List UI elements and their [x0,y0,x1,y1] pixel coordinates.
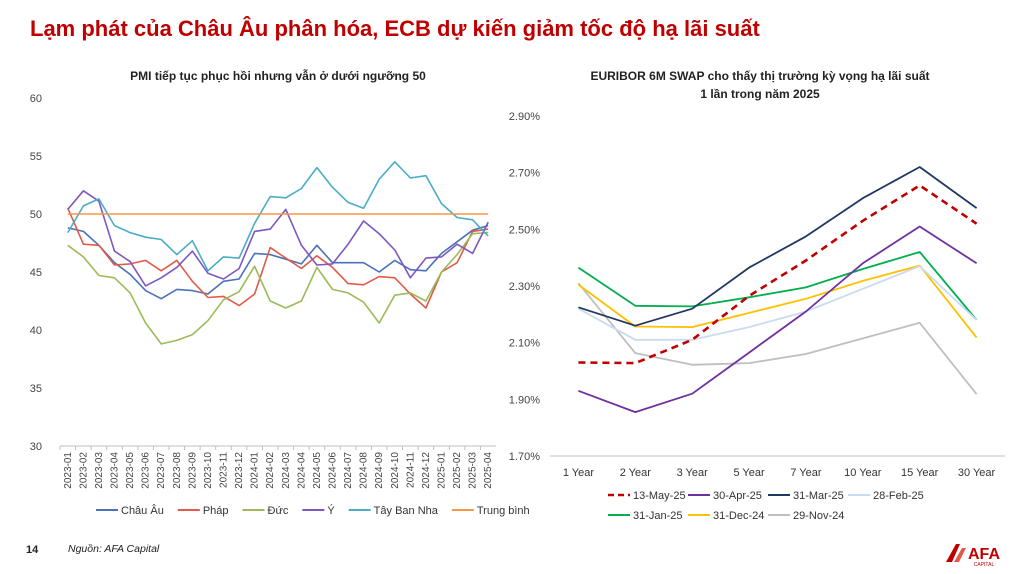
pmi-x-tick-label: 2025-04 [483,452,494,489]
pmi-x-tick-label: 2023-09 [187,452,198,489]
euribor-series-line-1 [578,225,978,414]
euribor-x-tick-label: 1 Year [563,467,595,479]
pmi-x-tick-label: 2023-06 [141,452,152,489]
euribor-x-tick-label: 10 Year [844,467,882,479]
euribor-y-tick-label: 2.90% [509,111,540,123]
pmi-y-tick-label: 55 [30,151,42,163]
source-note: Nguồn: AFA Capital [68,543,160,555]
logo-mark-icon [946,544,960,562]
euribor-series-line-6 [577,282,978,395]
logo-text: AFA [968,546,1000,563]
page-number: 14 [26,544,39,556]
euribor-x-tick-label: 3 Year [677,467,709,479]
pmi-x-tick-label: 2024-10 [390,452,401,489]
page-title: Lạm phát của Châu Âu phân hóa, ECB dự ki… [30,16,760,41]
pmi-x-tick-label: 2023-01 [63,452,74,489]
logo-subtext: CAPITAL [974,562,995,568]
euribor-y-tick-label: 2.10% [509,338,540,350]
euribor-legend-label: 13-May-25 [633,490,686,502]
pmi-x-tick-label: 2025-03 [468,452,479,489]
euribor-series-line-2 [578,166,978,327]
pmi-x-tick-label: 2024-05 [312,452,323,489]
pmi-x-tick-label: 2023-08 [172,452,183,489]
pmi-series-line-4 [67,161,489,272]
pmi-y-tick-label: 60 [30,93,42,105]
euribor-x-tick-label: 7 Year [790,467,822,479]
euribor-chart-title: 1 lần trong năm 2025 [700,87,820,101]
pmi-x-tick-label: 2024-08 [359,452,370,489]
pmi-chart: PMI tiếp tục phục hồi nhưng vẫn ở dưới n… [30,68,530,517]
pmi-x-tick-label: 2024-01 [250,452,261,489]
pmi-x-tick-label: 2024-04 [296,452,307,489]
euribor-chart-title: EURIBOR 6M SWAP cho thấy thị trường kỳ v… [590,69,929,83]
pmi-chart-title: PMI tiếp tục phục hồi nhưng vẫn ở dưới n… [130,68,426,83]
pmi-x-tick-label: 2023-05 [125,452,136,489]
pmi-series-line-3 [67,190,489,287]
pmi-legend-label: Pháp [203,505,229,517]
pmi-x-tick-label: 2024-09 [374,452,385,489]
euribor-legend-label: 31-Dec-24 [713,510,764,522]
pmi-legend-label: Tây Ban Nha [374,505,439,517]
pmi-x-tick-label: 2024-06 [328,452,339,489]
euribor-legend-label: 29-Nov-24 [793,510,844,522]
euribor-series-line-3 [577,265,978,341]
pmi-x-tick-label: 2023-11 [219,452,230,488]
euribor-x-tick-label: 5 Year [733,467,765,479]
pmi-x-tick-label: 2023-12 [234,452,245,489]
euribor-chart: EURIBOR 6M SWAP cho thấy thị trường kỳ v… [509,69,1005,522]
pmi-y-tick-label: 40 [30,325,42,337]
euribor-y-tick-label: 1.70% [509,451,540,463]
pmi-series-line-2 [67,231,489,345]
pmi-x-tick-label: 2023-07 [156,452,167,489]
pmi-x-tick-label: 2023-04 [110,452,121,489]
pmi-y-tick-label: 50 [30,209,42,221]
euribor-x-tick-label: 15 Year [901,467,939,479]
euribor-legend-label: 31-Jan-25 [633,510,683,522]
pmi-x-tick-label: 2024-11 [405,452,416,488]
pmi-y-tick-label: 35 [30,383,42,395]
pmi-legend-label: Đức [268,505,289,517]
euribor-series-line-5 [577,264,978,339]
pmi-x-tick-label: 2023-10 [203,452,214,489]
euribor-x-tick-label: 2 Year [620,467,652,479]
euribor-y-tick-label: 2.70% [509,168,540,180]
euribor-legend-label: 28-Feb-25 [873,490,924,502]
pmi-series-line-1 [67,207,489,309]
pmi-y-tick-label: 45 [30,267,42,279]
euribor-series-line-0 [578,184,978,365]
pmi-legend-label: Trung bình [477,505,530,517]
euribor-legend-label: 31-Mar-25 [793,490,844,502]
pmi-x-tick-label: 2025-01 [437,452,448,489]
pmi-y-tick-label: 30 [30,441,42,453]
euribor-x-tick-label: 30 Year [958,467,996,479]
euribor-series-line-4 [577,251,978,321]
euribor-y-tick-label: 2.30% [509,281,540,293]
afa-capital-logo: AFA CAPITAL [946,544,1000,568]
euribor-legend-label: 30-Apr-25 [713,490,762,502]
pmi-x-tick-label: 2023-02 [78,452,89,489]
pmi-x-tick-label: 2024-07 [343,452,354,489]
pmi-x-tick-label: 2024-12 [421,452,432,489]
pmi-series-line-0 [67,224,489,300]
pmi-legend-label: Ý [327,504,335,517]
euribor-y-tick-label: 1.90% [509,394,540,406]
pmi-x-tick-label: 2024-03 [281,452,292,489]
pmi-legend-label: Châu Âu [121,504,164,517]
pmi-x-tick-label: 2025-02 [452,452,463,489]
pmi-x-tick-label: 2024-02 [265,452,276,489]
euribor-y-tick-label: 2.50% [509,224,540,236]
pmi-x-tick-label: 2023-03 [94,452,105,489]
